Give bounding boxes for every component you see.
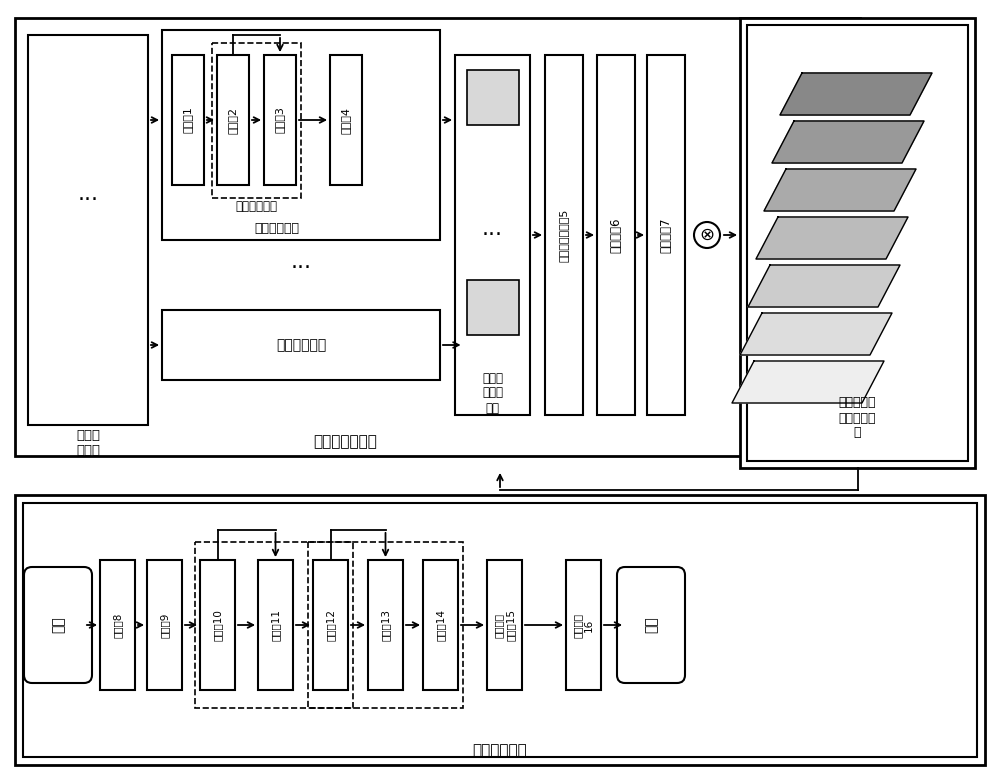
Bar [15, 495, 985, 765]
FancyBboxPatch shape [617, 567, 685, 683]
Bar [217, 55, 249, 185]
Text: 多层卷积模块: 多层卷积模块 [236, 199, 278, 212]
FancyBboxPatch shape [24, 567, 92, 683]
Text: ⊗: ⊗ [699, 226, 715, 244]
Polygon shape [732, 361, 884, 403]
Polygon shape [772, 121, 924, 163]
Bar [466, 280, 518, 335]
Bar [740, 18, 975, 468]
Bar [258, 560, 293, 690]
Bar [423, 560, 458, 690]
Text: 残差网络模块: 残差网络模块 [473, 744, 527, 758]
Bar [162, 30, 440, 240]
Text: 输入: 输入 [51, 617, 65, 633]
Text: ···: ··· [290, 258, 312, 278]
Bar [28, 35, 148, 425]
Bar [466, 70, 518, 125]
Text: 多层卷积模块: 多层卷积模块 [254, 222, 300, 234]
Text: ···: ··· [482, 225, 503, 245]
Text: 多频带
高阶特
征图: 多频带 高阶特 征图 [482, 372, 503, 415]
Text: 残差块11: 残差块11 [270, 609, 280, 641]
Text: 卷积卩1: 卷积卩1 [183, 106, 193, 134]
Text: 频带注意力模块: 频带注意力模块 [313, 434, 377, 450]
Bar [264, 55, 296, 185]
Text: 卷积卩4: 卷积卩4 [341, 106, 351, 134]
Bar [308, 542, 463, 708]
Bar [647, 55, 685, 415]
Text: 残差块10: 残差块10 [212, 609, 222, 641]
Text: 全连接可
16: 全连接可 16 [573, 612, 594, 637]
Text: 全连接可7: 全连接可7 [660, 217, 672, 253]
Bar [545, 55, 583, 415]
Text: 残差块13: 残差块13 [380, 609, 390, 641]
Text: 残差块2: 残差块2 [228, 106, 238, 134]
Polygon shape [756, 217, 908, 259]
Text: 全局平均
池化可15: 全局平均 池化可15 [494, 609, 515, 641]
Bar [172, 55, 204, 185]
Bar [313, 560, 348, 690]
Text: 输出: 输出 [644, 617, 658, 633]
Text: 全连接可6: 全连接可6 [610, 217, 622, 253]
Polygon shape [740, 313, 892, 355]
Text: ···: ··· [78, 190, 98, 210]
Bar [195, 542, 353, 708]
Text: 残差块9: 残差块9 [160, 612, 170, 638]
Bar [15, 18, 860, 456]
Bar [330, 55, 362, 185]
Bar [162, 310, 440, 380]
Polygon shape [748, 265, 900, 307]
Bar [147, 560, 182, 690]
Bar [23, 503, 977, 757]
Text: 电极相
关矩阵: 电极相 关矩阵 [76, 429, 100, 457]
Bar [455, 55, 530, 415]
Bar [566, 560, 601, 690]
Bar [747, 25, 968, 461]
Text: 卷积卩8: 卷积卩8 [112, 612, 122, 638]
Text: 残差块14: 残差块14 [436, 609, 446, 641]
Text: 全局平均池化可5: 全局平均池化可5 [559, 209, 569, 262]
Text: 残差块3: 残差块3 [275, 106, 285, 134]
Bar [597, 55, 635, 415]
Bar [487, 560, 522, 690]
Text: 多频带加权
电极相关矩
阵: 多频带加权 电极相关矩 阵 [839, 397, 876, 440]
Bar [212, 43, 301, 198]
Bar [100, 560, 135, 690]
Bar [368, 560, 403, 690]
Text: 残差块12: 残差块12 [326, 609, 336, 641]
Polygon shape [764, 169, 916, 211]
Polygon shape [780, 73, 932, 115]
Bar [200, 560, 235, 690]
Text: 多层卷积模块: 多层卷积模块 [276, 338, 326, 352]
